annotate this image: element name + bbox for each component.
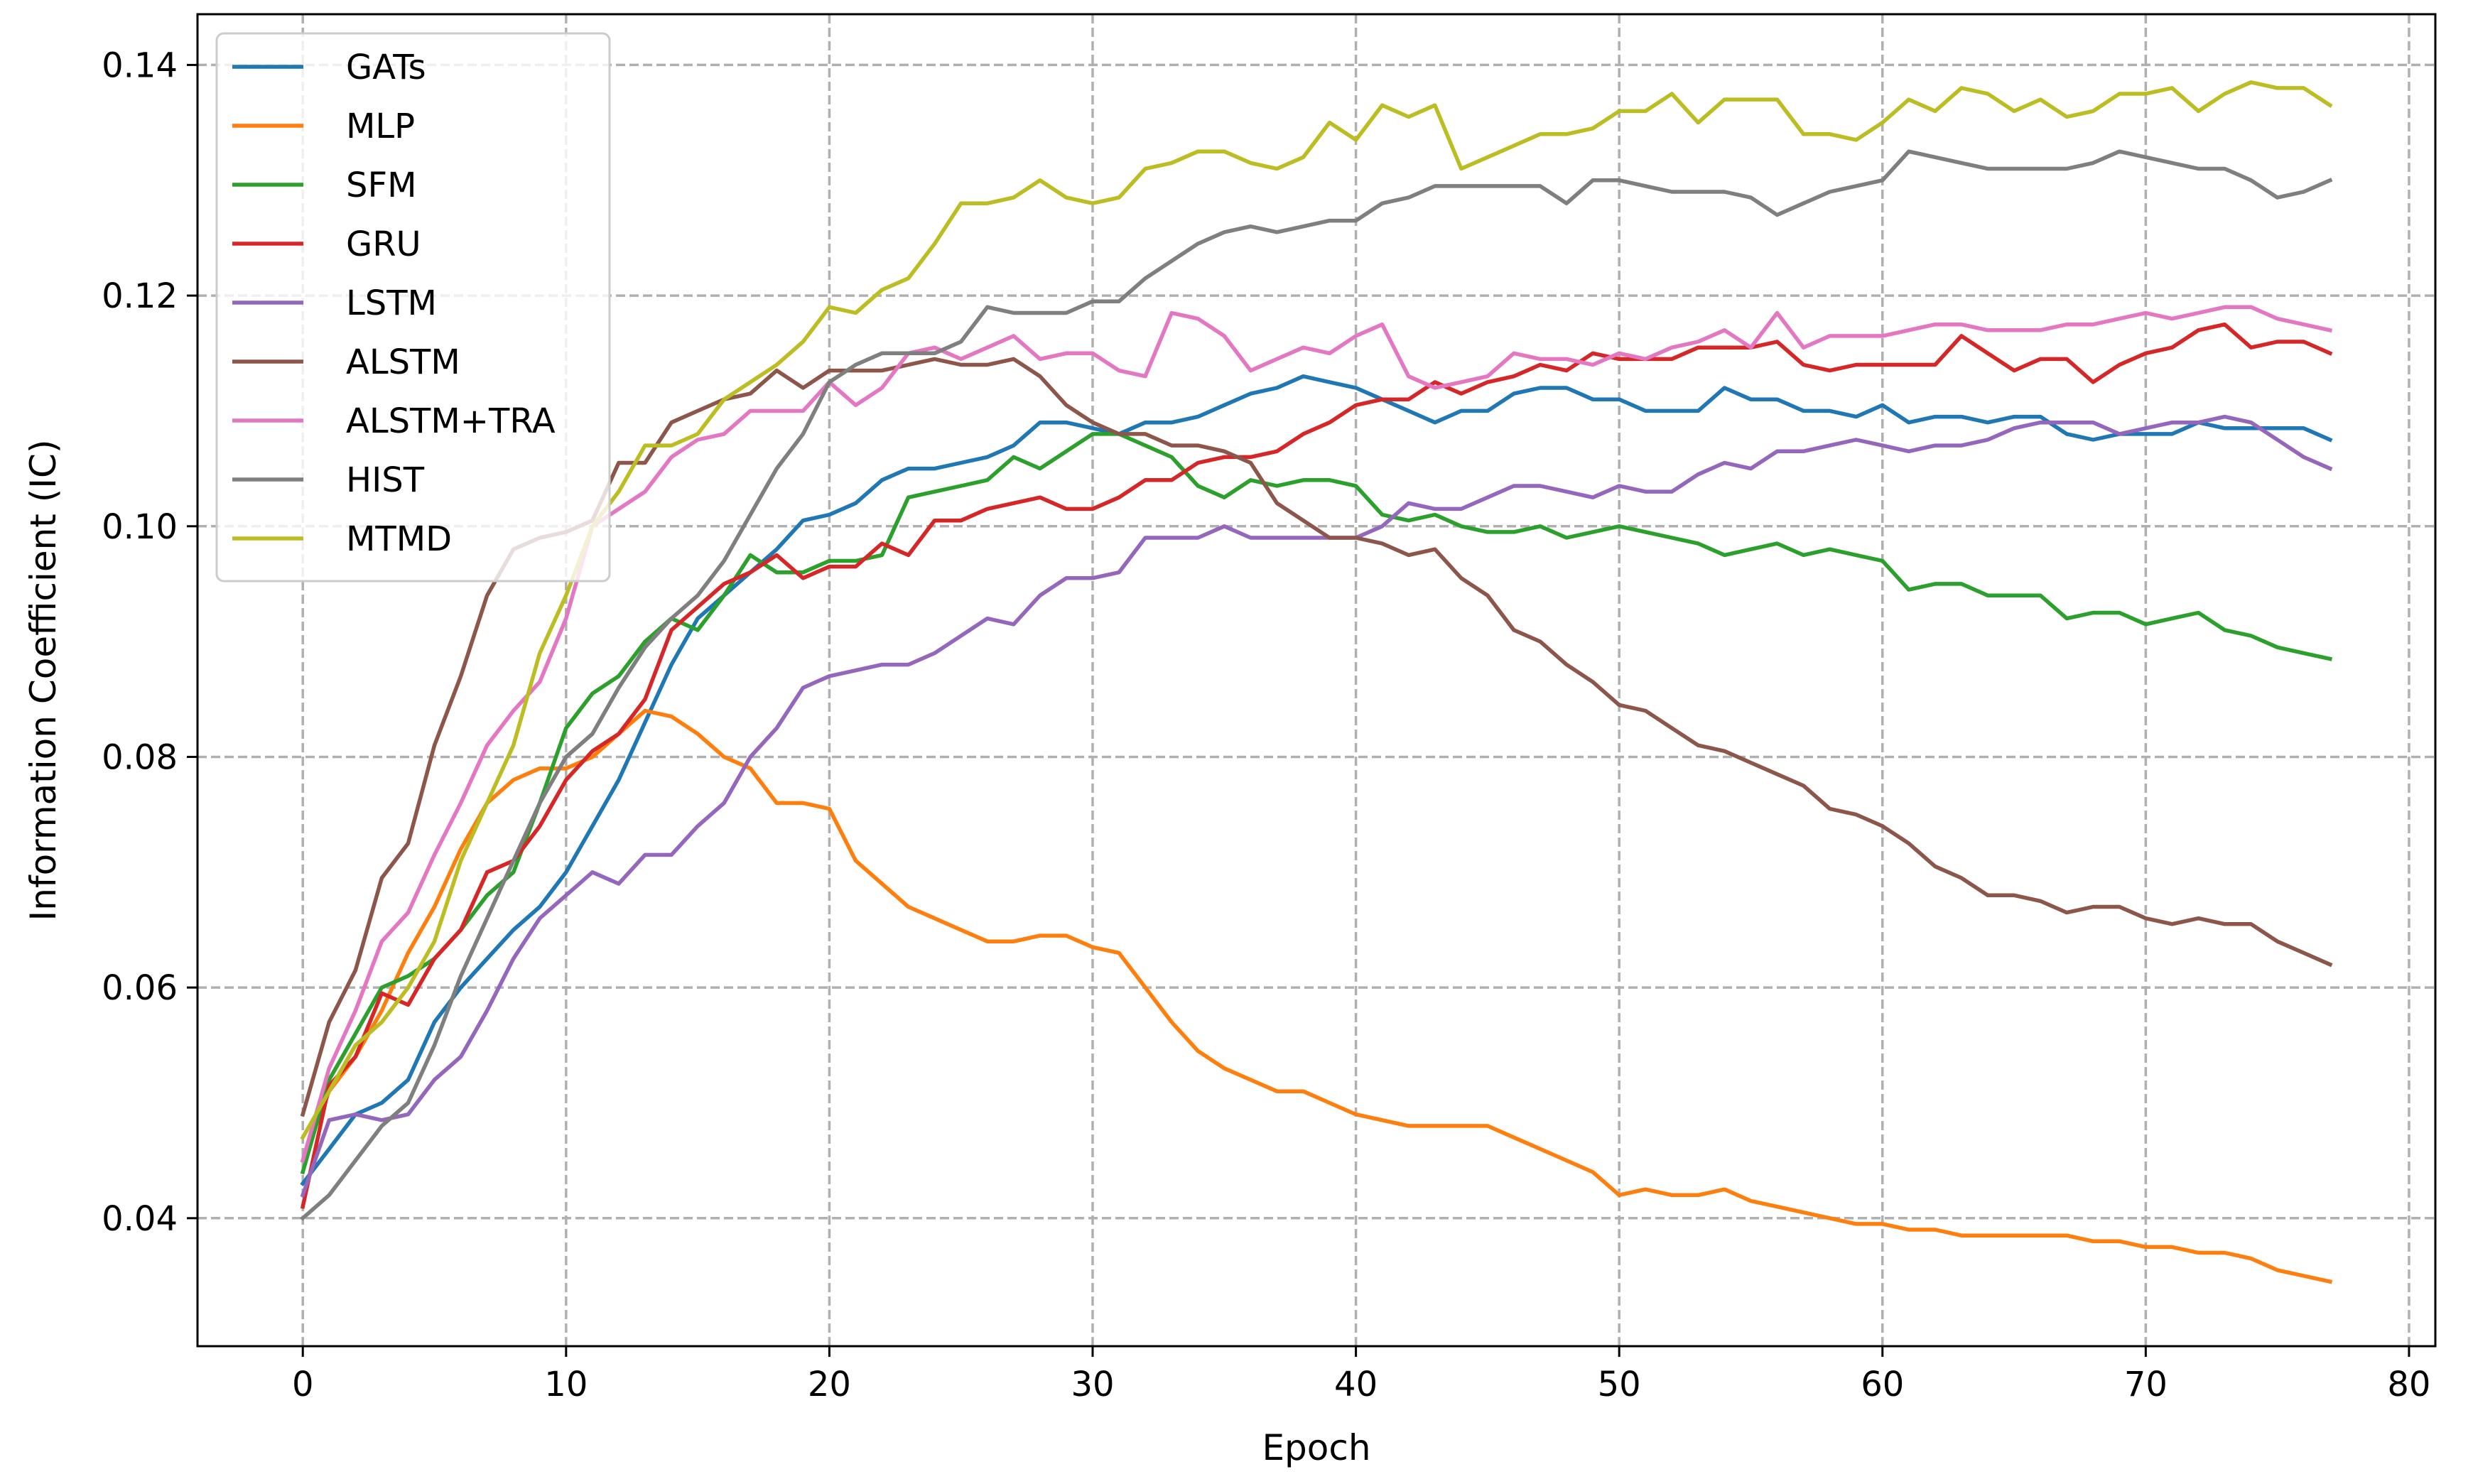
x-tick-label: 40 bbox=[1334, 1365, 1378, 1404]
series-line-hist bbox=[300, 149, 2333, 1221]
x-tick-label: 50 bbox=[1598, 1365, 1641, 1404]
legend-label: LSTM bbox=[346, 283, 437, 323]
series-line-sfm bbox=[300, 432, 2333, 1175]
x-tick-label: 70 bbox=[2124, 1365, 2168, 1404]
y-axis-ticks: 0.04 0.06 0.08 0.10 0.12 0.14 bbox=[102, 45, 197, 1239]
legend-label: MLP bbox=[346, 107, 415, 146]
legend-label: GRU bbox=[346, 224, 421, 264]
y-tick-label: 0.10 bbox=[102, 507, 178, 547]
legend-label: ALSTM+TRA bbox=[346, 401, 556, 441]
legend-label: GATs bbox=[346, 48, 426, 87]
series-line-lstm bbox=[300, 414, 2333, 1198]
y-axis-label: Information Coefficient (IC) bbox=[23, 440, 64, 921]
x-tick-label: 60 bbox=[1861, 1365, 1904, 1404]
legend-label: HIST bbox=[346, 460, 425, 500]
x-tick-label: 0 bbox=[292, 1365, 314, 1404]
y-tick-label: 0.14 bbox=[102, 45, 178, 85]
x-axis-ticks: 0 10 20 30 40 50 60 70 80 bbox=[292, 1346, 2430, 1404]
y-tick-label: 0.12 bbox=[102, 276, 178, 316]
y-tick-label: 0.08 bbox=[102, 737, 178, 777]
legend-label: ALSTM bbox=[346, 342, 460, 382]
legend-label: SFM bbox=[346, 166, 417, 205]
series-line-alstm bbox=[300, 357, 2333, 1117]
plot-frame bbox=[196, 13, 2437, 1348]
legend: GATs MLP SFM GRU LSTM ALSTM ALSTM+TRA HIST MTMD bbox=[215, 32, 611, 583]
x-tick-label: 10 bbox=[544, 1365, 588, 1404]
series-line-gats bbox=[300, 374, 2333, 1186]
x-tick-label: 20 bbox=[808, 1365, 851, 1404]
series-line-mtmd bbox=[300, 80, 2333, 1140]
legend-label: MTMD bbox=[346, 519, 452, 559]
x-axis-label: Epoch bbox=[1262, 1427, 1370, 1468]
plot-lines bbox=[300, 80, 2333, 1284]
series-line-gru bbox=[300, 322, 2333, 1209]
y-tick-label: 0.06 bbox=[102, 968, 178, 1008]
x-tick-label: 30 bbox=[1071, 1365, 1114, 1404]
series-line-alstm-tra bbox=[300, 305, 2333, 1163]
series-line-mlp bbox=[300, 708, 2333, 1284]
y-tick-label: 0.04 bbox=[102, 1199, 178, 1239]
legend-box bbox=[215, 32, 611, 583]
x-tick-label: 80 bbox=[2387, 1365, 2430, 1404]
